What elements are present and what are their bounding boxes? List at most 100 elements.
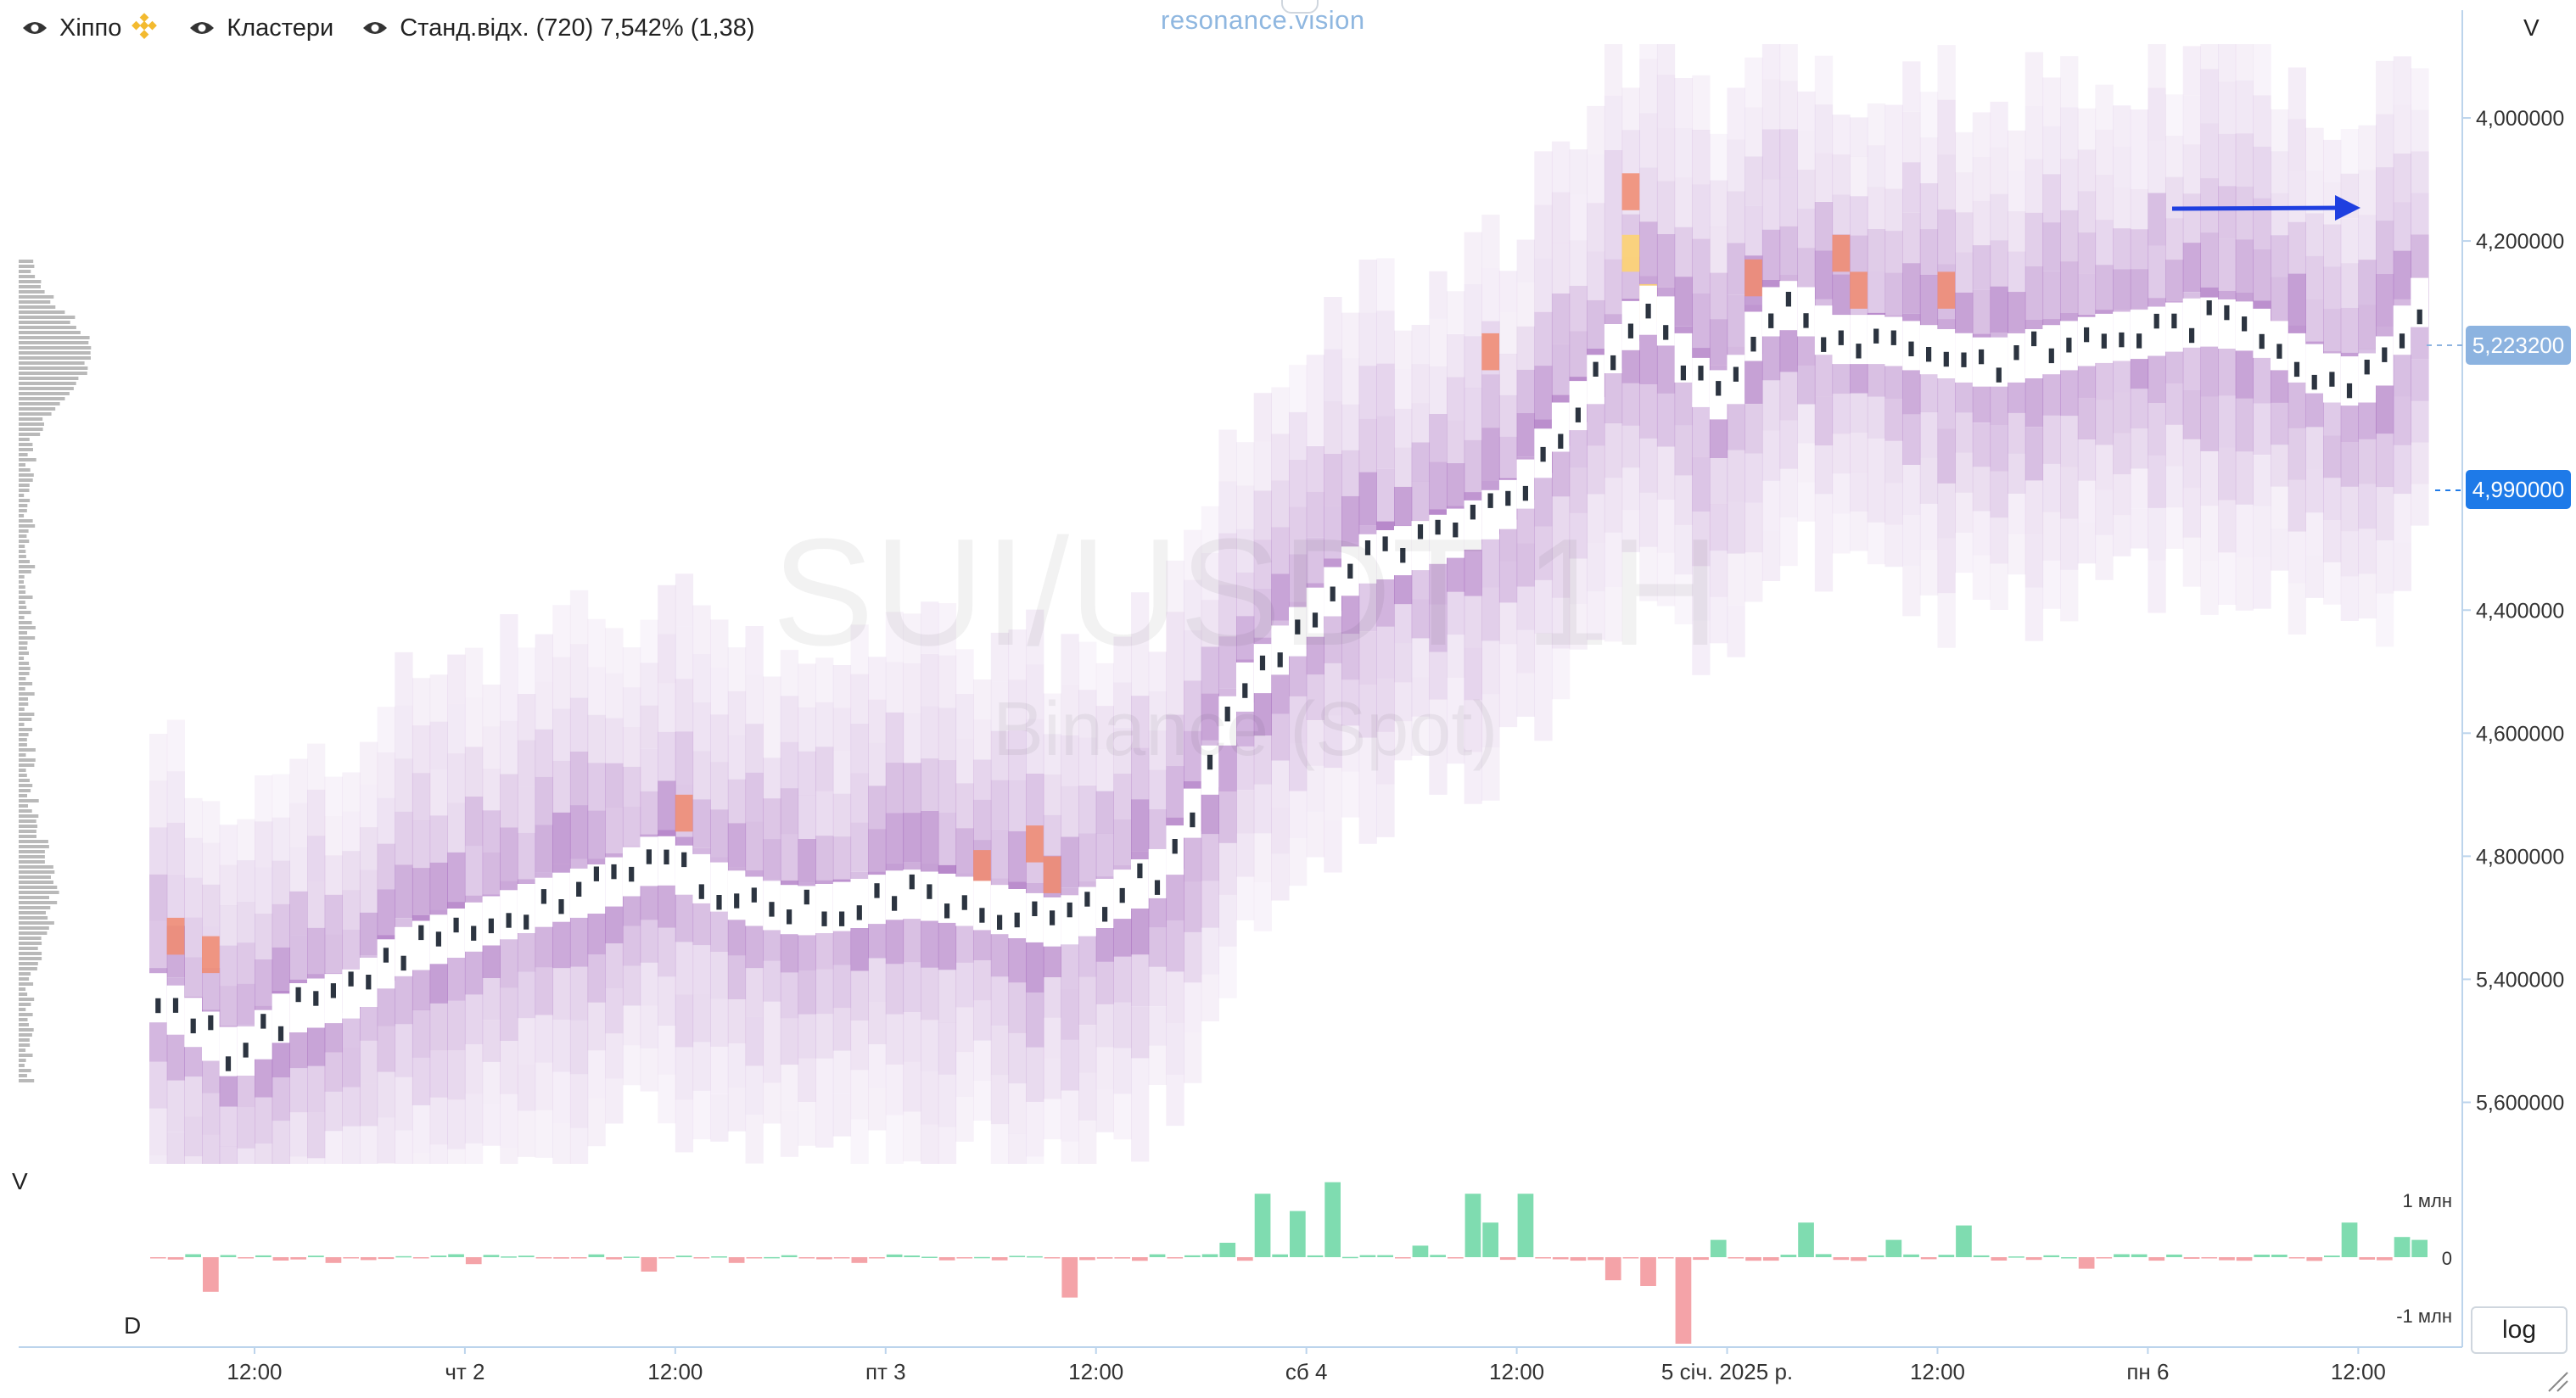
cluster-cell [1779,44,1798,81]
volume-bar [1377,1255,1393,1257]
cluster-cell [1709,504,1728,551]
cluster-cell [1061,1090,1079,1142]
candle-tick [418,925,424,941]
cluster-cell [955,1052,974,1097]
candle-tick [1453,523,1459,538]
cluster-cell [1376,731,1395,785]
cluster-cell [1411,677,1430,717]
cluster-cell [1919,137,1939,184]
cluster-cell [1692,238,1711,294]
eye-icon[interactable] [189,20,215,36]
resize-handle-icon[interactable] [2545,1369,2569,1393]
candle-tick [681,852,687,868]
volume-bar [1096,1257,1113,1259]
cluster-cell [149,827,168,875]
profile-bar [19,769,26,772]
profile-bar [19,265,35,268]
legend-symbol[interactable]: Хіппо [22,12,160,44]
cluster-cell [184,877,203,918]
cluster-cell [675,942,694,995]
legend-clusters[interactable]: Кластери [189,14,333,42]
candle-body [1814,305,1833,355]
cluster-cell [255,913,273,959]
cluster-cell [1516,326,1535,370]
cluster-cell [1043,937,1061,977]
cluster-cell [780,1018,799,1065]
candle-body [675,845,693,895]
cluster-cell [1289,506,1308,555]
profile-bar [19,484,30,487]
cluster-cell [780,926,799,973]
cluster-cell [1113,1093,1132,1140]
cluster-cell [921,1020,939,1072]
cluster-cell [1008,1083,1027,1134]
profile-bar [19,1038,30,1042]
cluster-cell [1902,162,1921,213]
cluster-cell [2288,583,2306,635]
hot-cluster-cell [1744,259,1762,297]
cluster-cell [552,812,571,864]
cluster-cell [2376,221,2394,274]
cluster-cell [429,721,448,769]
cluster-cell [447,1050,466,1100]
cluster-cell [1955,131,1974,173]
cluster-cell [1166,766,1184,818]
volume-bar [1114,1257,1131,1259]
cluster-cell [1061,938,1079,989]
cluster-cell [2340,307,2359,353]
cluster-cell [2376,380,2394,434]
collapse-toggle[interactable] [1281,0,1319,14]
cluster-cell [429,1097,448,1145]
cluster-cell [1990,471,2008,518]
cluster-cell [622,806,641,847]
cluster-cell [2271,361,2289,403]
cluster-cell [727,1043,747,1088]
price-axis[interactable]: 5,6000005,4000004,8000004,6000004,400000… [2462,107,2564,1115]
candle-body [1026,892,1044,942]
cluster-cell [2271,486,2289,529]
cluster-cell [1551,546,1571,598]
cluster-cell [202,1093,221,1135]
eye-icon[interactable] [22,20,48,36]
cluster-cell [1464,336,1482,389]
profile-bar [19,341,89,344]
profile-bar [19,433,41,436]
cluster-cell [219,1066,238,1107]
eye-icon[interactable] [362,20,388,36]
cluster-cell [1972,422,1991,467]
cluster-cell [1604,95,1623,151]
cluster-cell [219,864,238,906]
legend-stddev[interactable]: Станд.відх. (720) 7,542% (1,38) [362,14,755,42]
profile-bar [19,529,29,533]
cluster-cell [2235,186,2254,240]
cluster-cell [1639,113,1658,168]
cluster-cell [675,994,694,1048]
cluster-cell [1411,403,1430,443]
cluster-cell [1394,447,1413,487]
candle-body [990,885,1009,935]
candle-tick [1908,341,1914,356]
candle-tick [558,899,564,914]
cluster-cell [605,808,624,853]
cluster-cell [1850,156,1868,197]
cluster-cell [675,573,694,627]
cluster-cell [938,1074,957,1127]
cluster-cell [1481,534,1500,588]
cluster-cell [2323,435,2342,478]
time-axis[interactable]: 12:00 чт 2 12:00 пт 3 12:00 сб 4 12:00 5 січ. 2… [227,1347,2386,1384]
candle-tick [979,908,985,923]
time-tick-label: 12:00 [2331,1359,2386,1384]
log-scale-button[interactable]: log [2471,1306,2568,1354]
cluster-cell [2077,232,2097,274]
cluster-cell [429,862,448,910]
candle-tick [997,914,1003,930]
cluster-cell [2095,84,2114,130]
candle-body [412,920,430,970]
cluster-cell [342,1048,361,1088]
candle-tick [1768,313,1774,328]
cluster-cell [1534,473,1553,527]
candle-tick [2382,347,2388,362]
candle-body [2393,305,2411,355]
profile-bar [19,631,27,635]
